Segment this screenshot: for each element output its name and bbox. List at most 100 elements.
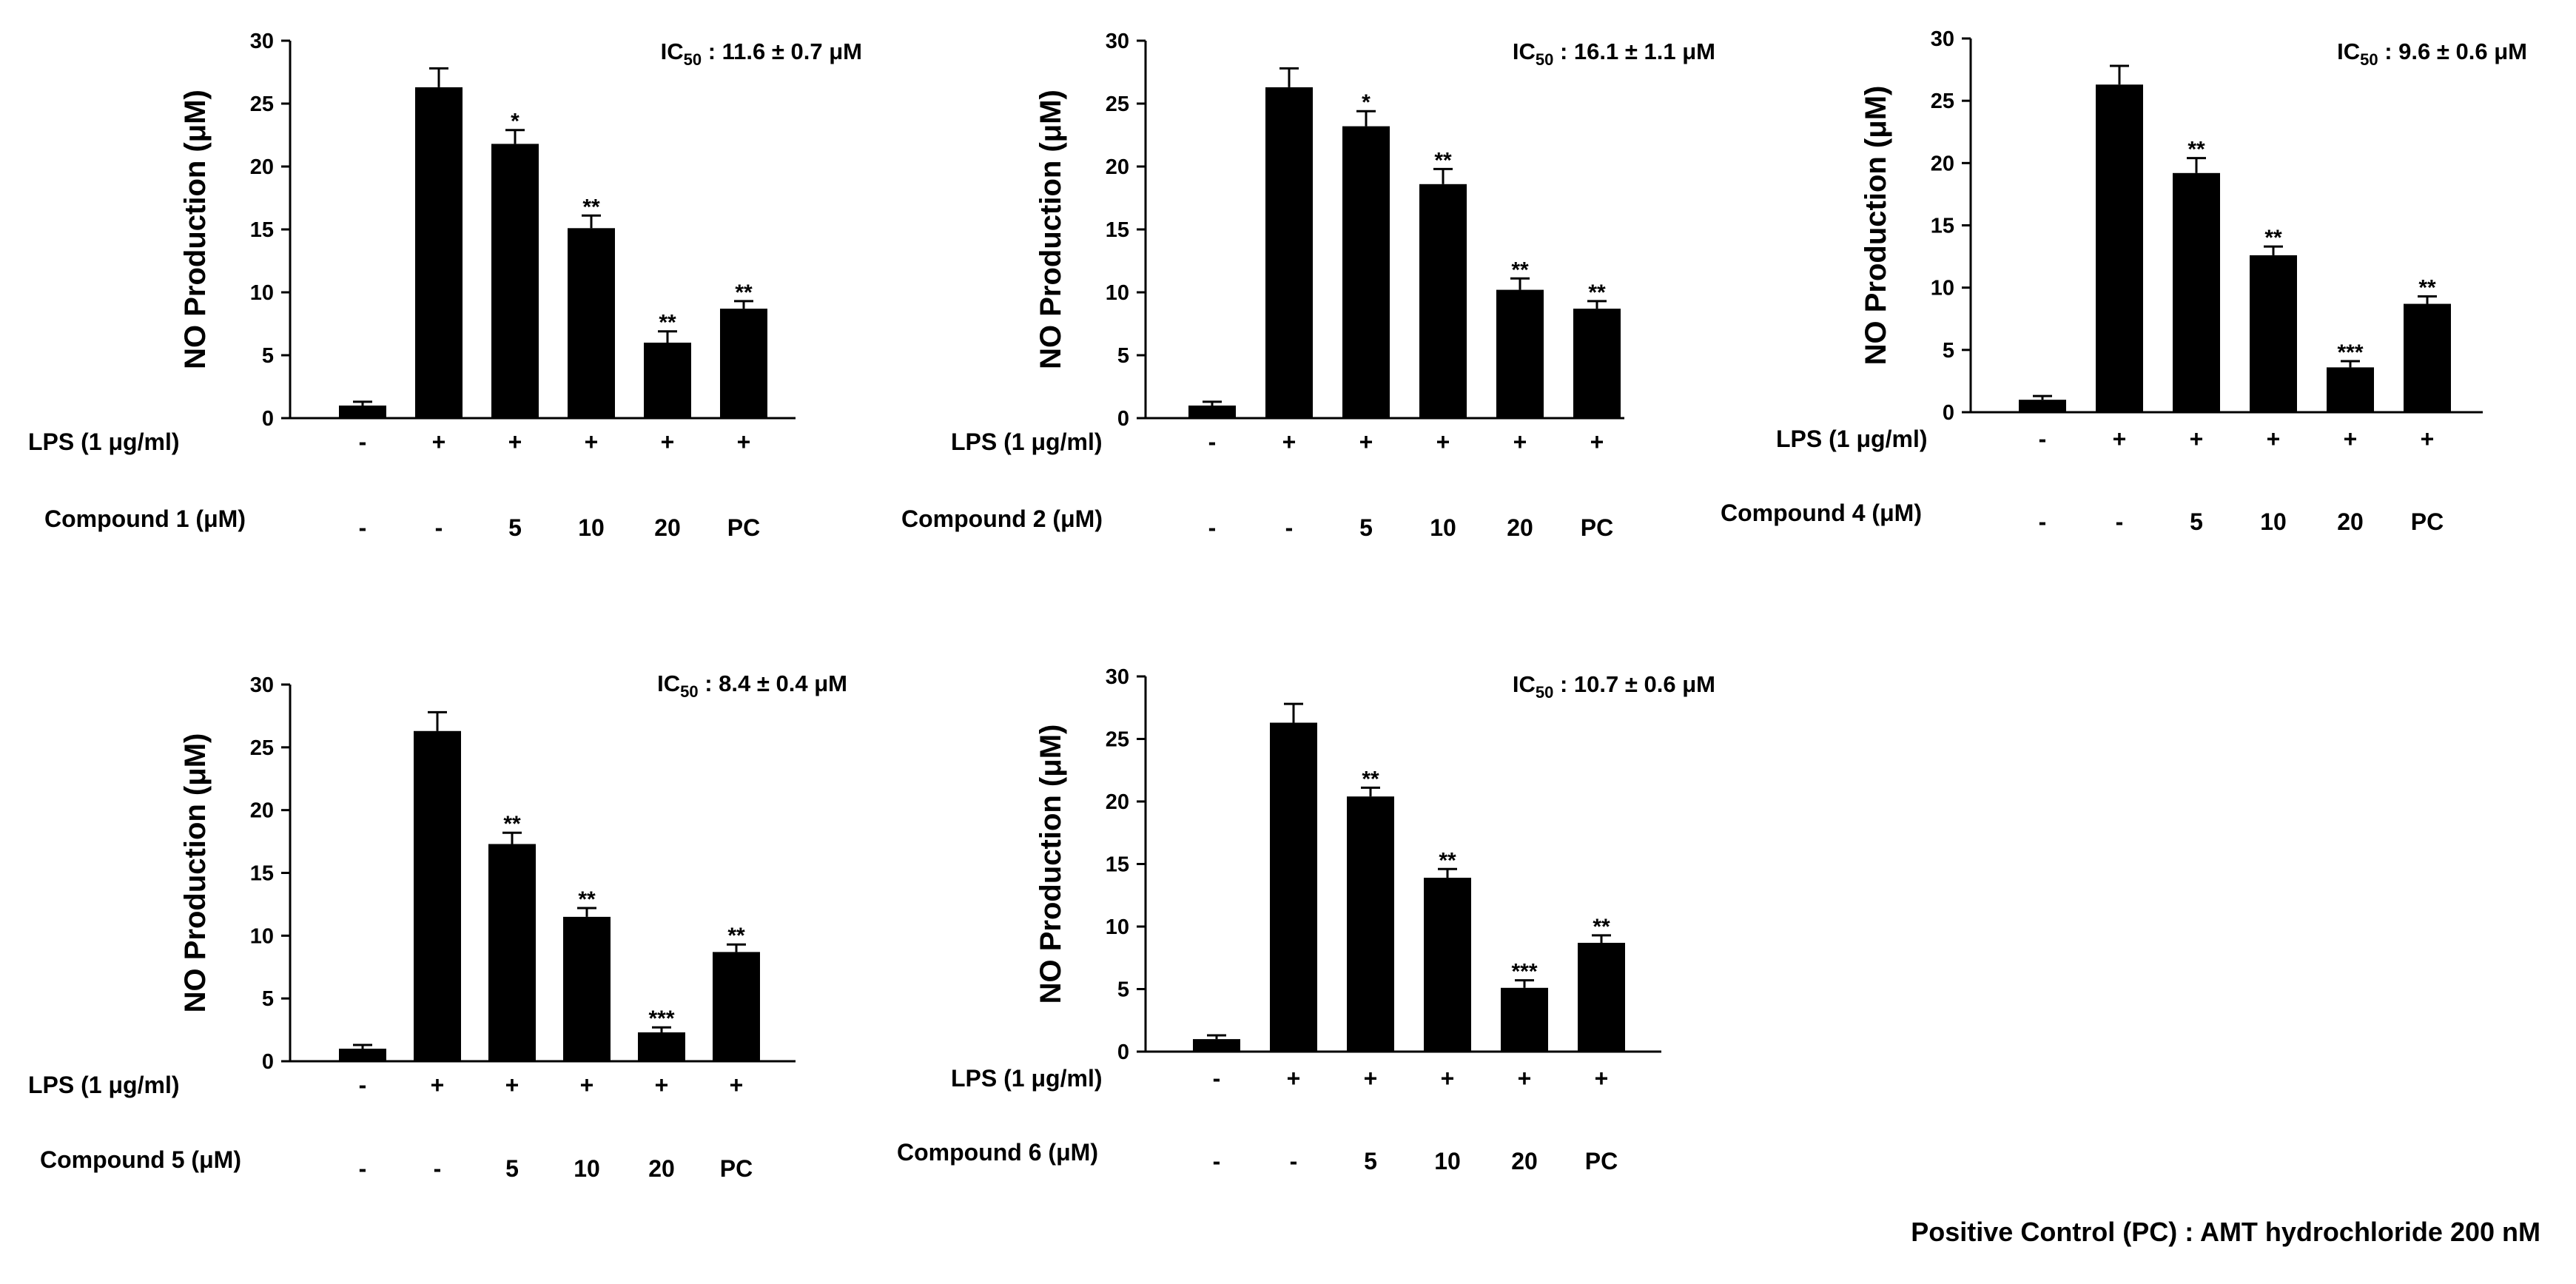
y-tick-label: 25 xyxy=(1931,90,1954,113)
compound-dose-label: 5 xyxy=(508,514,522,541)
ic50-annotation: IC50 : 9.6 ± 0.6 μM xyxy=(2337,38,2527,69)
significance-mark: ** xyxy=(1588,280,1606,305)
compound-dose-label: PC xyxy=(727,514,760,541)
y-tick-label: 5 xyxy=(262,987,274,1011)
ic50-value: : 16.1 ± 1.1 μM xyxy=(1553,38,1715,64)
compound-dose-label: - xyxy=(359,514,367,541)
significance-mark: ** xyxy=(2264,226,2282,250)
y-tick-label: 30 xyxy=(1931,27,1954,51)
y-tick-label: 5 xyxy=(1117,978,1129,1002)
bar xyxy=(491,144,539,418)
compound-row-label: Compound 6 (μM) xyxy=(897,1139,1098,1166)
panel-compound-5: 0 5 10 15 20 25 30 NO Production (μM) IC50 : 8.4… xyxy=(28,670,847,1182)
compound-dose-label: 20 xyxy=(654,514,681,541)
y-tick-label: 10 xyxy=(1931,277,1954,300)
y-tick-label: 30 xyxy=(250,30,274,53)
y-tick-label: 0 xyxy=(1943,401,1954,425)
compound-dose-label: 20 xyxy=(1511,1148,1538,1174)
lps-value: + xyxy=(1518,1065,1532,1092)
lps-row-label: LPS (1 μg/ml) xyxy=(951,428,1102,455)
compound-row-label: Compound 5 (μM) xyxy=(40,1146,241,1173)
bar xyxy=(2096,84,2143,413)
y-tick-label: 10 xyxy=(1106,281,1129,305)
compound-dose-label: 20 xyxy=(2337,508,2364,535)
lps-row-label: LPS (1 μg/ml) xyxy=(28,428,179,455)
significance-mark: ** xyxy=(1593,915,1610,939)
lps-value: + xyxy=(508,428,522,455)
bar xyxy=(415,87,463,419)
lps-value: + xyxy=(2344,426,2358,452)
bar xyxy=(568,228,615,418)
lps-value: + xyxy=(1590,428,1604,455)
bar xyxy=(339,406,386,418)
ic50-prefix: IC xyxy=(661,38,684,64)
ic50-subscript: 50 xyxy=(2360,50,2378,69)
y-tick-label: 20 xyxy=(250,799,274,823)
significance-mark: ** xyxy=(1439,848,1456,873)
y-tick-label: 10 xyxy=(250,924,274,948)
compound-row-label: Compound 4 (μM) xyxy=(1721,500,1922,526)
compound-dose-label: 10 xyxy=(1430,514,1456,541)
ic50-annotation: IC50 : 11.6 ± 0.7 μM xyxy=(661,38,862,69)
compound-dose-label: PC xyxy=(720,1155,753,1182)
bar xyxy=(2250,255,2297,412)
y-tick-label: 20 xyxy=(1931,152,1954,175)
bar xyxy=(1342,126,1390,418)
lps-value: + xyxy=(431,1072,445,1098)
bar xyxy=(1578,942,1625,1052)
positive-control-footnote: Positive Control (PC) : AMT hydrochlorid… xyxy=(1911,1217,2540,1247)
significance-mark: * xyxy=(511,110,519,134)
compound-dose-label: - xyxy=(1208,514,1217,541)
y-tick-label: 10 xyxy=(1106,915,1129,939)
compound-dose-label: 10 xyxy=(2260,508,2287,535)
panel-compound-2: 0 5 10 15 20 25 30 NO Production (μM) IC50 : 16.… xyxy=(901,30,1715,541)
lps-value: + xyxy=(1287,1065,1301,1092)
ic50-subscript: 50 xyxy=(1536,50,1553,69)
significance-mark: ** xyxy=(503,812,521,836)
y-tick-label: 0 xyxy=(1117,407,1129,431)
significance-mark: ** xyxy=(1511,258,1529,282)
y-tick-label: 15 xyxy=(250,218,274,242)
bar xyxy=(1193,1039,1240,1052)
compound-dose-label: - xyxy=(2116,508,2124,535)
bar xyxy=(563,916,611,1061)
lps-row-label: LPS (1 μg/ml) xyxy=(28,1072,179,1098)
bar xyxy=(2173,172,2220,413)
y-axis-title: NO Production (μM) xyxy=(179,90,212,369)
y-axis-title: NO Production (μM) xyxy=(179,733,212,1013)
significance-mark: ** xyxy=(1434,148,1452,172)
ic50-annotation: IC50 : 8.4 ± 0.4 μM xyxy=(657,670,847,701)
bar xyxy=(644,343,691,418)
ic50-value: : 11.6 ± 0.7 μM xyxy=(702,38,862,64)
y-tick-label: 0 xyxy=(1117,1041,1129,1064)
compound-dose-label: PC xyxy=(2411,508,2444,535)
lps-row-label: LPS (1 μg/ml) xyxy=(951,1065,1102,1092)
lps-value: + xyxy=(1513,428,1527,455)
ic50-subscript: 50 xyxy=(1536,683,1553,702)
y-axis-title: NO Production (μM) xyxy=(1860,86,1892,366)
compound-dose-label: 5 xyxy=(1359,514,1373,541)
bar xyxy=(1496,289,1544,418)
lps-value: + xyxy=(2113,426,2127,452)
compound-dose-label: - xyxy=(1285,514,1294,541)
lps-value: - xyxy=(359,428,367,455)
bar xyxy=(414,730,461,1061)
y-tick-label: 25 xyxy=(1106,728,1129,752)
compound-dose-label: - xyxy=(2039,508,2047,535)
bar xyxy=(1347,796,1394,1052)
lps-value: + xyxy=(432,428,446,455)
bar xyxy=(1501,987,1548,1052)
lps-row-label: LPS (1 μg/ml) xyxy=(1776,426,1927,452)
ic50-value: : 8.4 ± 0.4 μM xyxy=(699,670,847,696)
panel-compound-4: 0 5 10 15 20 25 30 NO Production (μM) IC50 : 9.6… xyxy=(1721,27,2527,535)
ic50-prefix: IC xyxy=(657,670,680,696)
lps-value: + xyxy=(2190,426,2204,452)
lps-value: + xyxy=(730,1072,744,1098)
lps-value: + xyxy=(1282,428,1297,455)
lps-value: + xyxy=(1441,1065,1455,1092)
lps-value: + xyxy=(505,1072,519,1098)
bar xyxy=(1419,184,1467,419)
compound-dose-label: 20 xyxy=(648,1155,675,1182)
bar xyxy=(1424,878,1471,1052)
y-tick-label: 30 xyxy=(250,673,274,697)
